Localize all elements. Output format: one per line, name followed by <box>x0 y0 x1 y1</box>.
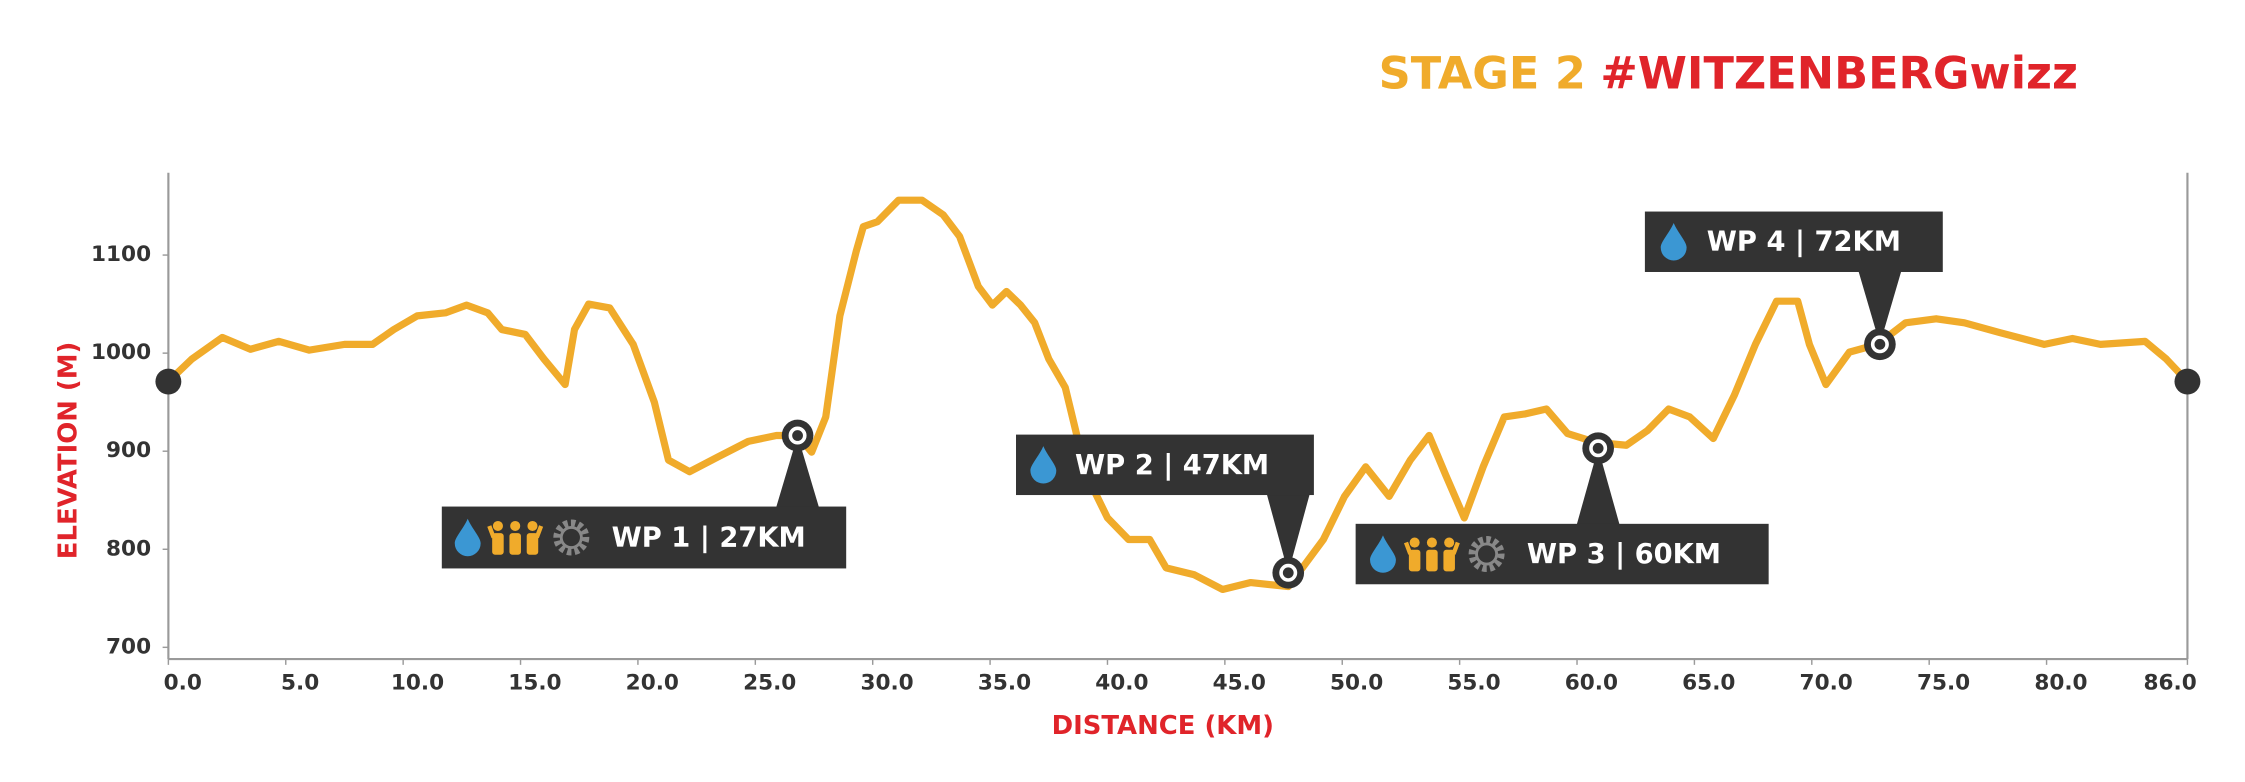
y-tick-label: 800 <box>106 536 151 561</box>
support-icon-head <box>1444 537 1455 548</box>
endpoint-dot <box>155 368 182 395</box>
waypoint-label: WP 3 | 60KM <box>1527 539 1721 570</box>
waypoint-marker-ring <box>1870 335 1889 354</box>
x-tick-label: 10.0 <box>391 671 444 696</box>
y-tick-label: 900 <box>106 438 151 463</box>
waypoint-pointer <box>1858 270 1902 345</box>
waypoint-label: WP 1 | 27KM <box>612 522 806 553</box>
waypoint-marker <box>1272 556 1305 589</box>
waypoint-marker-ring <box>1279 563 1298 582</box>
x-tick-label: 86.0 <box>2144 671 2197 696</box>
x-tick-label: 30.0 <box>860 671 913 696</box>
x-tick-label: 5.0 <box>281 671 319 696</box>
x-tick-label: 20.0 <box>626 671 679 696</box>
x-tick-label: 60.0 <box>1565 671 1618 696</box>
waypoint-box <box>441 506 847 569</box>
waypoint-pointer <box>1266 493 1310 573</box>
elevation-line <box>164 196 2192 594</box>
waypoint-box <box>1644 211 1943 272</box>
support-icon-body <box>1426 549 1438 572</box>
waypoint-marker-ring <box>788 426 807 445</box>
y-tick-label: 1000 <box>91 340 151 365</box>
axes <box>167 172 2189 661</box>
title-hashtag: #WITZENBERGwizz <box>1600 47 2078 99</box>
mechanical-icon-ring <box>1475 542 1499 566</box>
water-icon <box>454 518 481 557</box>
support-icon-body <box>526 533 539 555</box>
x-tick-label: 45.0 <box>1213 671 1266 696</box>
x-tick-label: 50.0 <box>1330 671 1383 696</box>
x-tick-label: 75.0 <box>1917 671 1970 696</box>
water-icon <box>1370 535 1396 573</box>
mechanical-icon-ring <box>559 525 583 550</box>
endpoint-dot <box>2174 368 2201 395</box>
support-icon-head <box>1409 537 1420 548</box>
mechanical-icon <box>553 519 590 556</box>
y-tick-label: 1100 <box>91 242 151 267</box>
water-icon <box>1030 446 1057 484</box>
waypoint-box <box>1355 523 1769 585</box>
x-tick-label: 40.0 <box>1095 671 1148 696</box>
waypoint: WP 3 | 60KM <box>1355 432 1769 585</box>
waypoint-marker-ring <box>1589 439 1608 458</box>
waypoint-box <box>1016 434 1314 496</box>
x-axis-label: DISTANCE (KM) <box>1052 711 1274 741</box>
x-tick-label: 65.0 <box>1682 671 1735 696</box>
support-icon-arms <box>1403 541 1460 555</box>
x-tick-label: 80.0 <box>2034 671 2087 696</box>
waypoint-marker <box>781 419 814 452</box>
x-tick-label: 35.0 <box>978 671 1031 696</box>
water-icon <box>1660 223 1687 261</box>
waypoint-pointer <box>1576 448 1620 526</box>
waypoint-marker <box>1864 328 1896 361</box>
waypoint-label: WP 2 | 47KM <box>1075 450 1269 481</box>
x-tick-label: 15.0 <box>508 671 561 696</box>
waypoint: WP 4 | 72KM <box>1644 211 1943 361</box>
x-tick-label: 70.0 <box>1800 671 1853 696</box>
support-icon-arms <box>487 525 544 539</box>
support-icon-head <box>492 520 503 532</box>
waypoint: WP 1 | 27KM <box>441 419 847 569</box>
x-tick-label: 0.0 <box>164 671 202 696</box>
waypoint-label: WP 4 | 72KM <box>1707 227 1901 258</box>
support-icon-body <box>492 533 504 555</box>
support-icon-body <box>1408 549 1421 572</box>
support-icon-head <box>510 520 521 532</box>
waypoint: WP 2 | 47KM <box>1016 434 1314 589</box>
support-icon-body <box>509 533 521 555</box>
y-axis-label: ELEVATION (M) <box>54 342 84 560</box>
chart-title: STAGE 2 #WITZENBERGwizz <box>1379 47 2078 99</box>
x-tick-label: 25.0 <box>743 671 796 696</box>
waypoint-pointer <box>775 435 820 508</box>
y-tick-label: 700 <box>106 634 151 659</box>
support-icon-head <box>1426 537 1437 548</box>
mechanical-icon <box>1468 536 1505 573</box>
support-icon-body <box>1443 549 1455 572</box>
waypoint-marker <box>1582 432 1614 465</box>
x-tick-label: 55.0 <box>1447 671 1500 696</box>
title-stage: STAGE 2 <box>1379 47 1586 99</box>
support-icon-head <box>527 520 538 532</box>
